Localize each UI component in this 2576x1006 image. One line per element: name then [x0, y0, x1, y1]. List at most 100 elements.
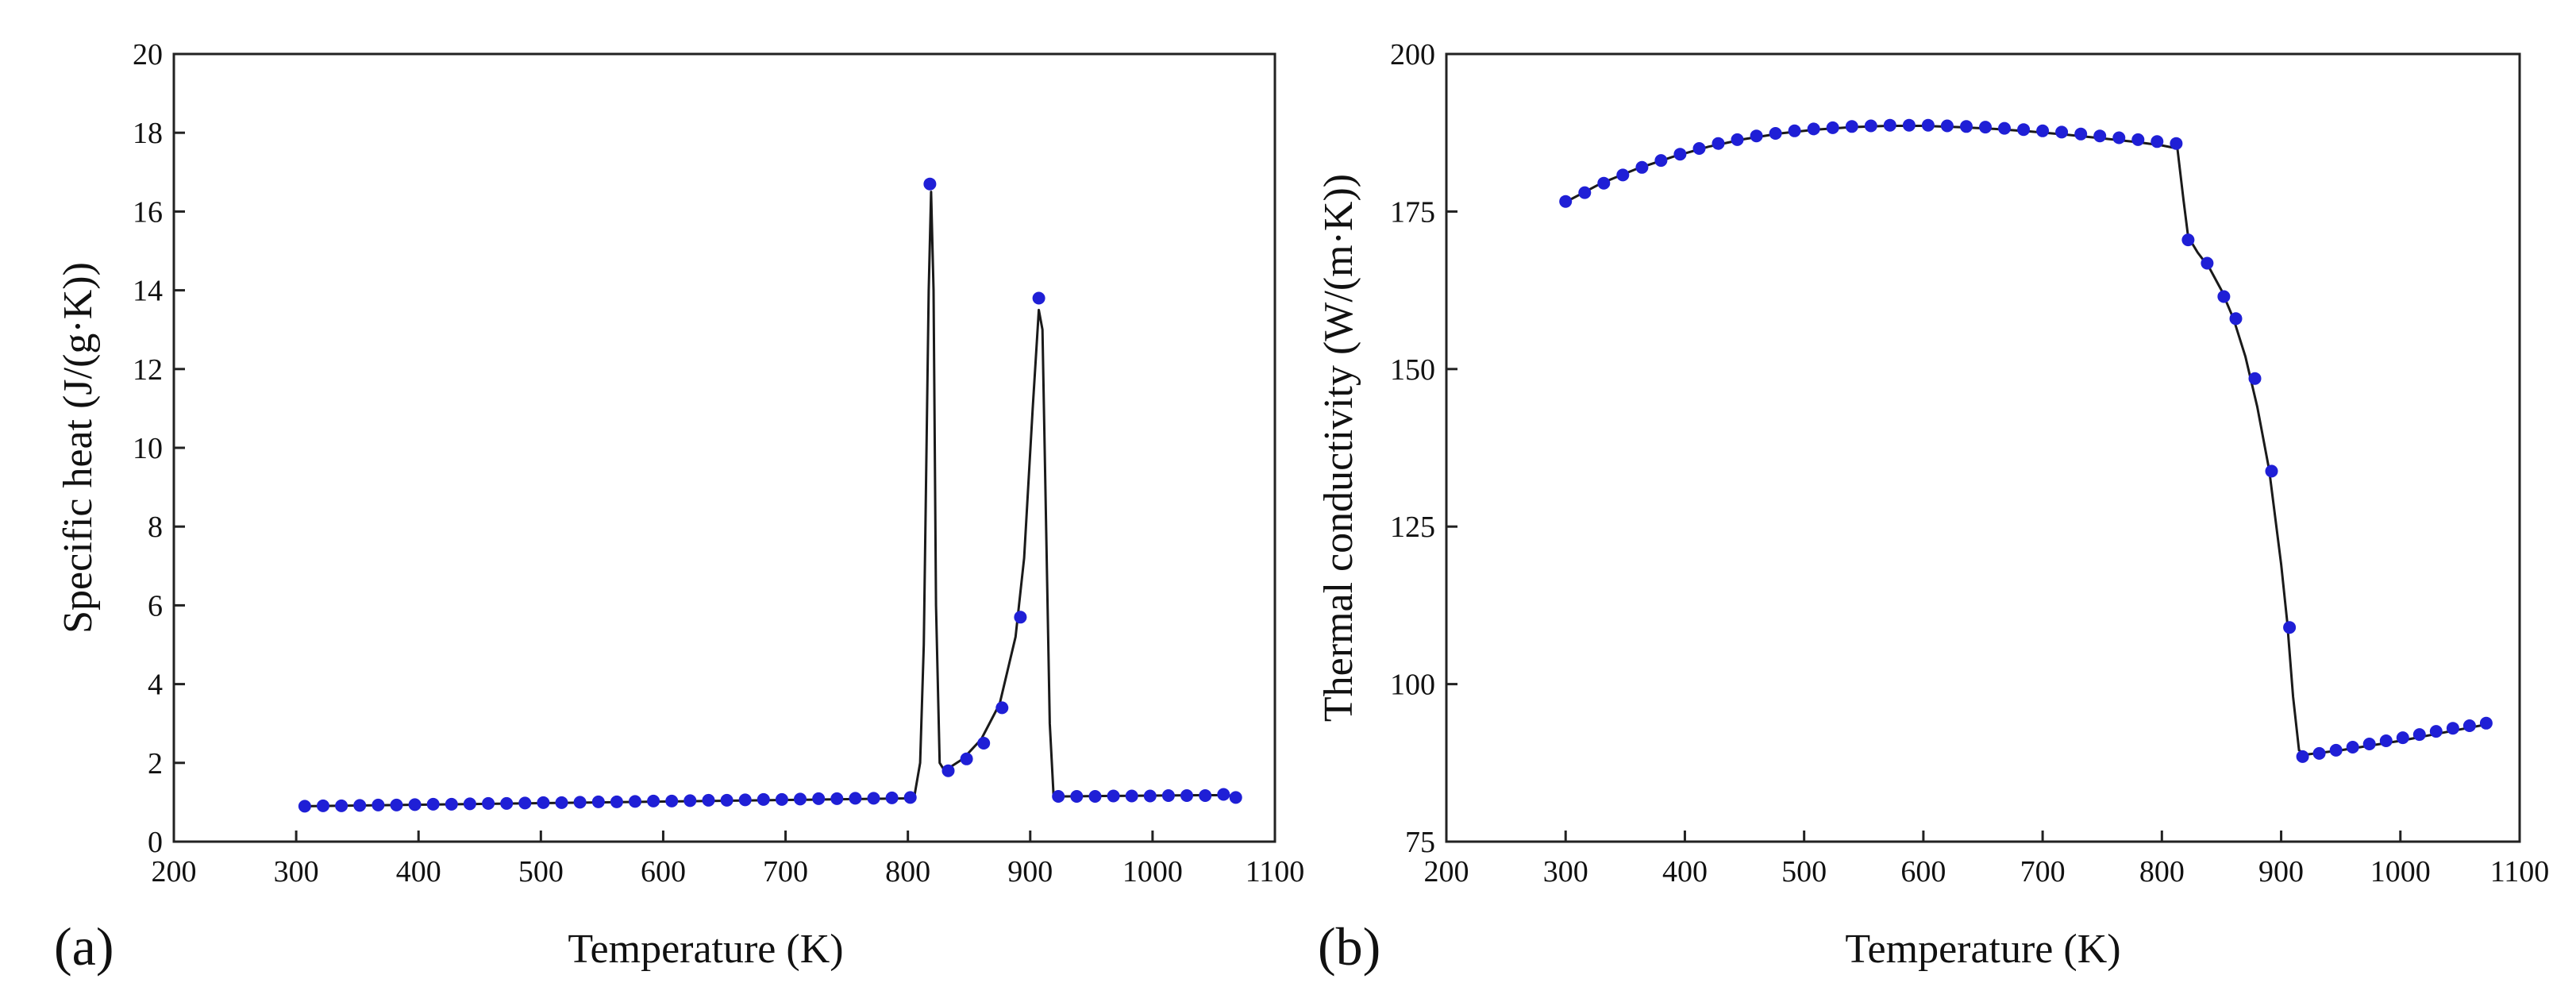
data-point-a — [298, 800, 311, 813]
data-point-b — [1559, 195, 1573, 208]
y-tick-label-b: 125 — [1390, 511, 1435, 544]
x-tick-label-a: 700 — [763, 855, 808, 888]
data-point-b — [1692, 142, 1706, 155]
data-point-b — [2036, 124, 2050, 137]
y-tick-label-a: 14 — [133, 275, 163, 308]
tick-marks-b — [1445, 52, 2521, 843]
data-point-a — [1143, 789, 1157, 803]
data-point-a — [408, 798, 422, 811]
data-point-b — [2217, 290, 2231, 303]
data-point-b — [2362, 738, 2376, 750]
data-point-a — [941, 764, 955, 777]
data-point-b — [2201, 256, 2214, 270]
data-point-b — [2248, 372, 2262, 385]
y-tick-label-b: 150 — [1390, 353, 1435, 387]
data-point-b — [2151, 135, 2164, 148]
panel-a-specific-heat-chart: 200 300 400 500 600 700 800 900 1000 1100 0 2 4 6 8 10 1… — [54, 38, 1304, 977]
data-point-b — [2170, 137, 2183, 150]
data-point-a — [390, 798, 403, 811]
data-point-a — [995, 701, 1009, 715]
y-tick-label-a: 18 — [133, 117, 163, 150]
data-point-a — [317, 799, 329, 812]
data-point-a — [665, 794, 679, 807]
data-point-a — [537, 796, 550, 809]
x-tick-label-b: 600 — [1900, 855, 1946, 888]
series-a — [298, 177, 1242, 813]
data-point-b — [1712, 137, 1725, 150]
x-tick-label-a: 800 — [885, 855, 930, 888]
data-point-a — [647, 794, 660, 807]
data-point-a — [353, 799, 367, 812]
data-point-a — [445, 797, 458, 811]
data-point-a — [1088, 790, 1102, 803]
data-point-b — [1845, 120, 1858, 133]
data-point-a — [591, 795, 605, 808]
y-tick-label-a: 2 — [148, 747, 163, 781]
data-point-b — [2412, 728, 2426, 742]
data-point-a — [335, 799, 348, 812]
data-point-b — [1788, 124, 1801, 137]
data-point-a — [960, 752, 973, 765]
data-point-a — [1014, 611, 1027, 624]
x-tick-label-b: 500 — [1781, 855, 1827, 888]
tick-labels-b: 200 300 400 500 600 700 800 900 1000 1100 75 100 125… — [1390, 38, 2549, 888]
panel-label-b: (b) — [1318, 916, 1380, 977]
plot-area-frame-a — [172, 52, 1276, 843]
data-point-a — [1180, 789, 1193, 802]
x-tick-label-b: 300 — [1543, 855, 1588, 888]
y-tick-label-a: 16 — [133, 195, 163, 229]
data-point-b — [1654, 154, 1668, 168]
y-tick-label-a: 10 — [133, 432, 163, 465]
data-point-b — [1960, 120, 1973, 133]
data-point-a — [720, 793, 734, 807]
data-point-b — [2429, 725, 2443, 738]
data-point-b — [2181, 233, 2195, 247]
data-point-b — [2074, 127, 2088, 141]
data-point-b — [2379, 734, 2393, 747]
data-point-a — [1161, 789, 1175, 802]
y-tick-label-a: 4 — [148, 669, 163, 702]
data-point-b — [2017, 123, 2031, 137]
data-point-a — [1217, 788, 1230, 801]
data-point-b — [2446, 722, 2459, 735]
y-tick-label-b: 200 — [1390, 38, 1435, 71]
data-point-a — [629, 795, 641, 808]
data-point-b — [2283, 621, 2297, 634]
x-tick-label-a: 300 — [274, 855, 319, 888]
data-point-b — [1578, 186, 1592, 199]
y-tick-label-a: 8 — [148, 511, 163, 544]
x-tick-label-a: 1000 — [1122, 855, 1183, 888]
data-point-a — [1070, 790, 1084, 803]
data-point-b — [2131, 133, 2145, 146]
x-tick-label-a: 500 — [518, 855, 564, 888]
y-tick-label-b: 100 — [1390, 669, 1435, 702]
data-point-b — [1807, 122, 1820, 136]
y-tick-label-a: 6 — [148, 589, 163, 622]
data-point-a — [923, 177, 937, 191]
data-point-b — [2112, 131, 2126, 145]
x-tick-label-b: 400 — [1662, 855, 1708, 888]
data-point-a — [518, 796, 532, 810]
x-axis-title-b: Temperature (K) — [1845, 927, 2120, 972]
data-point-a — [794, 792, 807, 806]
series-line-b — [1565, 125, 2490, 756]
x-tick-label-a: 200 — [152, 855, 197, 888]
data-point-a — [1229, 791, 1242, 804]
data-point-a — [830, 792, 844, 805]
x-tick-label-b: 900 — [2258, 855, 2304, 888]
x-tick-label-b: 700 — [2020, 855, 2066, 888]
tick-marks-a — [172, 52, 1276, 843]
data-point-a — [372, 798, 385, 811]
data-point-b — [1998, 121, 2011, 135]
data-point-a — [500, 796, 514, 810]
data-point-b — [1902, 118, 1916, 132]
data-point-b — [1979, 121, 1992, 134]
data-point-a — [812, 792, 826, 805]
data-point-a — [903, 791, 917, 804]
data-point-b — [2479, 716, 2493, 730]
data-point-a — [738, 793, 752, 807]
x-axis-title-a: Temperature (K) — [568, 927, 843, 972]
data-point-a — [1125, 789, 1138, 803]
data-point-a — [849, 792, 862, 805]
series-line-a — [304, 191, 1238, 807]
